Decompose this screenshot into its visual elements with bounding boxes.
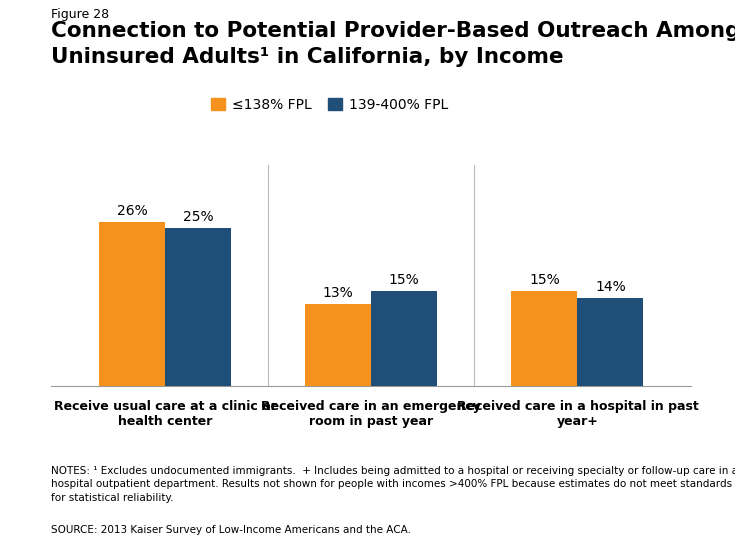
Bar bbox=[512, 291, 578, 386]
Bar bbox=[99, 222, 165, 386]
Text: KAISER: KAISER bbox=[629, 500, 683, 512]
Bar bbox=[305, 304, 371, 386]
Text: 25%: 25% bbox=[182, 210, 213, 224]
Text: 14%: 14% bbox=[595, 280, 625, 294]
Bar bbox=[165, 228, 231, 386]
Text: 15%: 15% bbox=[529, 273, 560, 288]
Text: 13%: 13% bbox=[323, 286, 354, 300]
Text: Figure 28: Figure 28 bbox=[51, 8, 110, 21]
Text: 15%: 15% bbox=[389, 273, 420, 288]
Text: 26%: 26% bbox=[117, 204, 147, 218]
Text: Uninsured Adults¹ in California, by Income: Uninsured Adults¹ in California, by Inco… bbox=[51, 47, 564, 67]
Text: SOURCE: 2013 Kaiser Survey of Low-Income Americans and the ACA.: SOURCE: 2013 Kaiser Survey of Low-Income… bbox=[51, 525, 412, 534]
Legend: ≤138% FPL, 139-400% FPL: ≤138% FPL, 139-400% FPL bbox=[205, 93, 453, 117]
Text: Connection to Potential Provider-Based Outreach Among: Connection to Potential Provider-Based O… bbox=[51, 21, 735, 41]
Bar bbox=[371, 291, 437, 386]
Text: FAMILY: FAMILY bbox=[630, 514, 682, 526]
Text: THE HENRY J.: THE HENRY J. bbox=[633, 489, 679, 495]
Text: NOTES: ¹ Excludes undocumented immigrants.  + Includes being admitted to a hospi: NOTES: ¹ Excludes undocumented immigrant… bbox=[51, 466, 735, 503]
Text: FOUNDATION: FOUNDATION bbox=[627, 529, 685, 538]
Bar bbox=[578, 298, 643, 386]
